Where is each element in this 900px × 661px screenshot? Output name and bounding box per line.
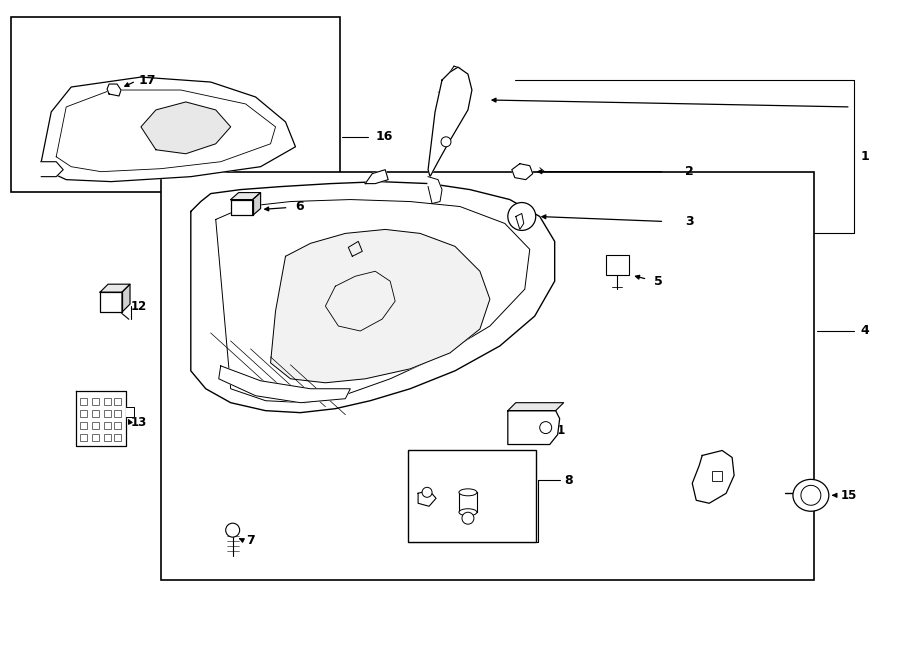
Bar — [104, 434, 111, 440]
Polygon shape — [512, 164, 533, 180]
Bar — [114, 434, 121, 440]
Text: 15: 15 — [841, 488, 857, 502]
Polygon shape — [253, 192, 261, 215]
Circle shape — [441, 137, 451, 147]
Text: 5: 5 — [654, 275, 663, 288]
Text: 16: 16 — [375, 130, 392, 143]
Polygon shape — [126, 407, 134, 416]
Polygon shape — [41, 162, 63, 176]
Text: 7: 7 — [246, 533, 255, 547]
Polygon shape — [100, 292, 122, 312]
Bar — [408, 451, 536, 542]
Bar — [104, 398, 111, 405]
Polygon shape — [428, 67, 472, 176]
Text: 10: 10 — [505, 466, 521, 479]
Bar — [114, 422, 121, 428]
Polygon shape — [230, 200, 253, 215]
Circle shape — [508, 202, 536, 231]
Text: 1: 1 — [860, 150, 869, 163]
Polygon shape — [365, 170, 388, 184]
Text: 6: 6 — [295, 200, 304, 213]
Polygon shape — [516, 214, 524, 229]
Circle shape — [226, 524, 239, 537]
Ellipse shape — [459, 489, 477, 496]
Bar — [114, 398, 121, 405]
Bar — [12, 17, 340, 192]
Bar — [92, 398, 99, 405]
Polygon shape — [230, 192, 261, 200]
Polygon shape — [508, 410, 560, 444]
Polygon shape — [107, 84, 121, 96]
Ellipse shape — [459, 509, 477, 516]
Polygon shape — [459, 492, 477, 512]
Bar — [80, 434, 87, 440]
Circle shape — [540, 422, 552, 434]
Polygon shape — [100, 284, 130, 292]
Text: 8: 8 — [564, 474, 573, 487]
Text: 9: 9 — [431, 522, 439, 535]
Text: 2: 2 — [686, 165, 694, 178]
Text: 13: 13 — [131, 416, 148, 429]
Bar — [161, 172, 814, 580]
Polygon shape — [122, 284, 130, 312]
Bar — [606, 255, 629, 275]
Polygon shape — [191, 182, 554, 412]
Text: 12: 12 — [131, 299, 148, 313]
Text: 4: 4 — [860, 325, 869, 338]
Bar — [712, 471, 722, 481]
Bar — [104, 422, 111, 428]
Bar — [92, 410, 99, 416]
Text: 11: 11 — [550, 424, 566, 437]
Bar — [80, 398, 87, 405]
Circle shape — [422, 487, 432, 497]
Polygon shape — [76, 391, 126, 446]
Polygon shape — [508, 403, 563, 410]
Circle shape — [462, 512, 474, 524]
Bar — [92, 434, 99, 440]
Polygon shape — [219, 366, 350, 403]
Bar — [104, 410, 111, 416]
Polygon shape — [141, 102, 230, 154]
Polygon shape — [418, 490, 436, 506]
Text: 17: 17 — [139, 73, 157, 87]
Bar — [92, 422, 99, 428]
Bar — [114, 410, 121, 416]
Polygon shape — [41, 77, 295, 182]
Polygon shape — [692, 451, 734, 503]
Text: 3: 3 — [686, 215, 694, 228]
Text: 14: 14 — [698, 486, 715, 499]
Bar — [80, 422, 87, 428]
Circle shape — [801, 485, 821, 505]
Polygon shape — [271, 229, 490, 383]
Bar — [80, 410, 87, 416]
Polygon shape — [428, 176, 442, 204]
Ellipse shape — [793, 479, 829, 511]
